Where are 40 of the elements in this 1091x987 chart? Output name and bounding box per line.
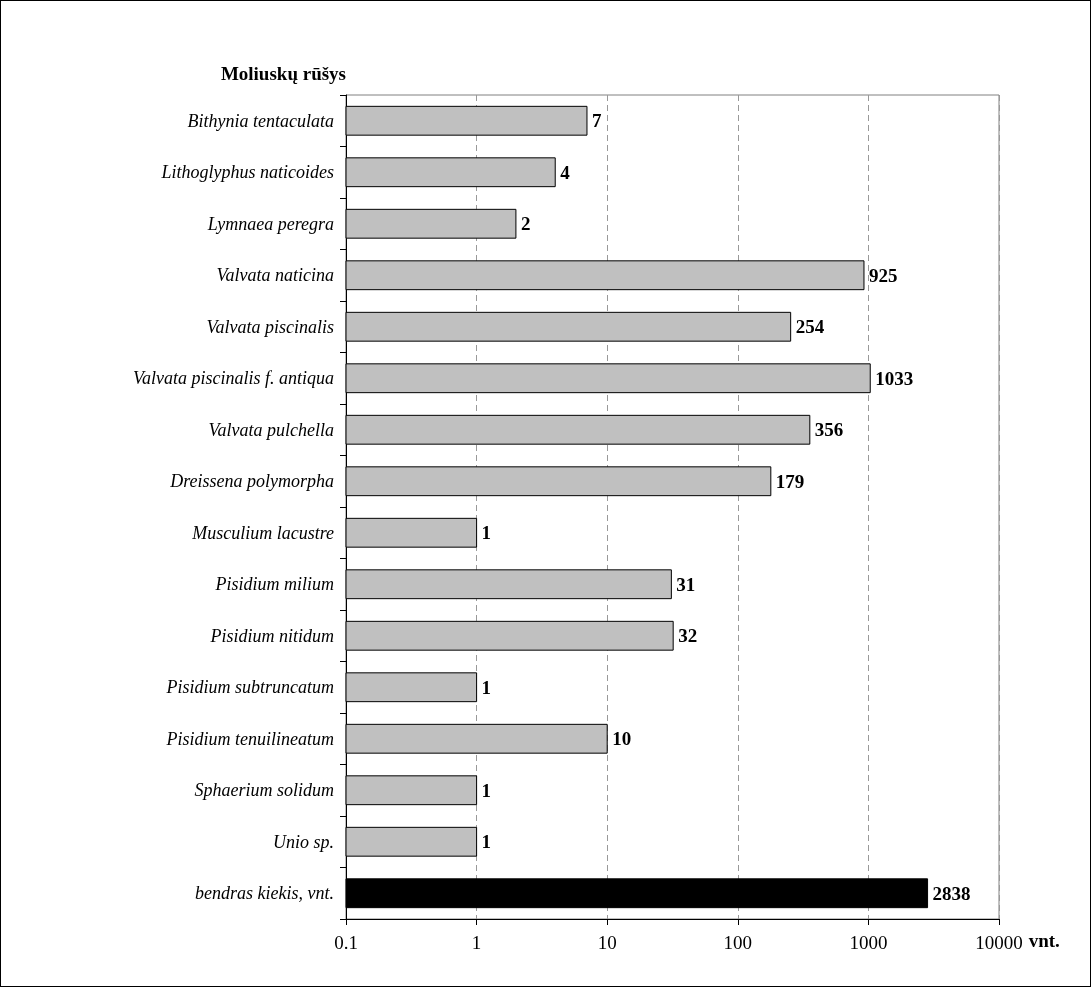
y-tick-label: Pisidium subtruncatum [165,677,334,698]
y-tick-label: Valvata pulchella [208,419,334,440]
y-tick-label: Valvata piscinalis [206,316,334,337]
y-tick-label: Valvata piscinalis f. antiqua [133,368,334,389]
x-tick-label: 1 [471,932,482,953]
data-label: 10 [612,728,632,750]
y-tick-label: Valvata naticina [216,265,334,286]
y-tick-label: bendras kiekis, vnt. [195,883,334,904]
x-tick-label: 1000 [849,932,888,953]
data-label: 2 [520,213,531,235]
data-label: 31 [676,573,696,595]
data-label: 254 [795,316,825,338]
x-tick-label: 100 [723,932,753,953]
x-tick-label: 0.1 [334,932,358,953]
y-axis-title: Moliuskų rūšys [220,63,346,84]
y-tick-label: Pisidium milium [214,574,334,595]
y-tick-label: Pisidium tenuilineatum [165,728,334,749]
data-label: 356 [814,419,844,441]
y-tick-label: Dreissena polymorpha [169,471,334,492]
data-label: 925 [868,264,898,286]
y-tick-label: Sphaerium solidum [194,780,334,801]
x-tick-label: 10000 [975,932,1023,953]
y-tick-label: Bithynia tentaculata [187,110,334,131]
y-tick-label: Lymnaea peregra [206,213,334,234]
y-tick-label: Musculium lacustre [191,522,335,543]
data-label: 32 [678,625,698,647]
data-label: 1 [481,779,492,801]
data-label: 4 [560,161,571,183]
y-tick-label: Unio sp. [272,831,334,852]
y-tick-label: Lithoglyphus naticoides [160,162,334,183]
x-axis-title: vnt. [1028,930,1060,951]
data-label: 1 [481,522,492,544]
data-label: 1 [481,831,492,853]
data-label: 179 [775,470,805,492]
data-label: 7 [591,110,602,132]
data-label: 2838 [932,882,971,904]
data-label: 1033 [875,367,914,389]
data-label: 1 [481,676,492,698]
x-tick-label: 10 [597,932,617,953]
y-tick-label: Pisidium nitidum [209,625,334,646]
